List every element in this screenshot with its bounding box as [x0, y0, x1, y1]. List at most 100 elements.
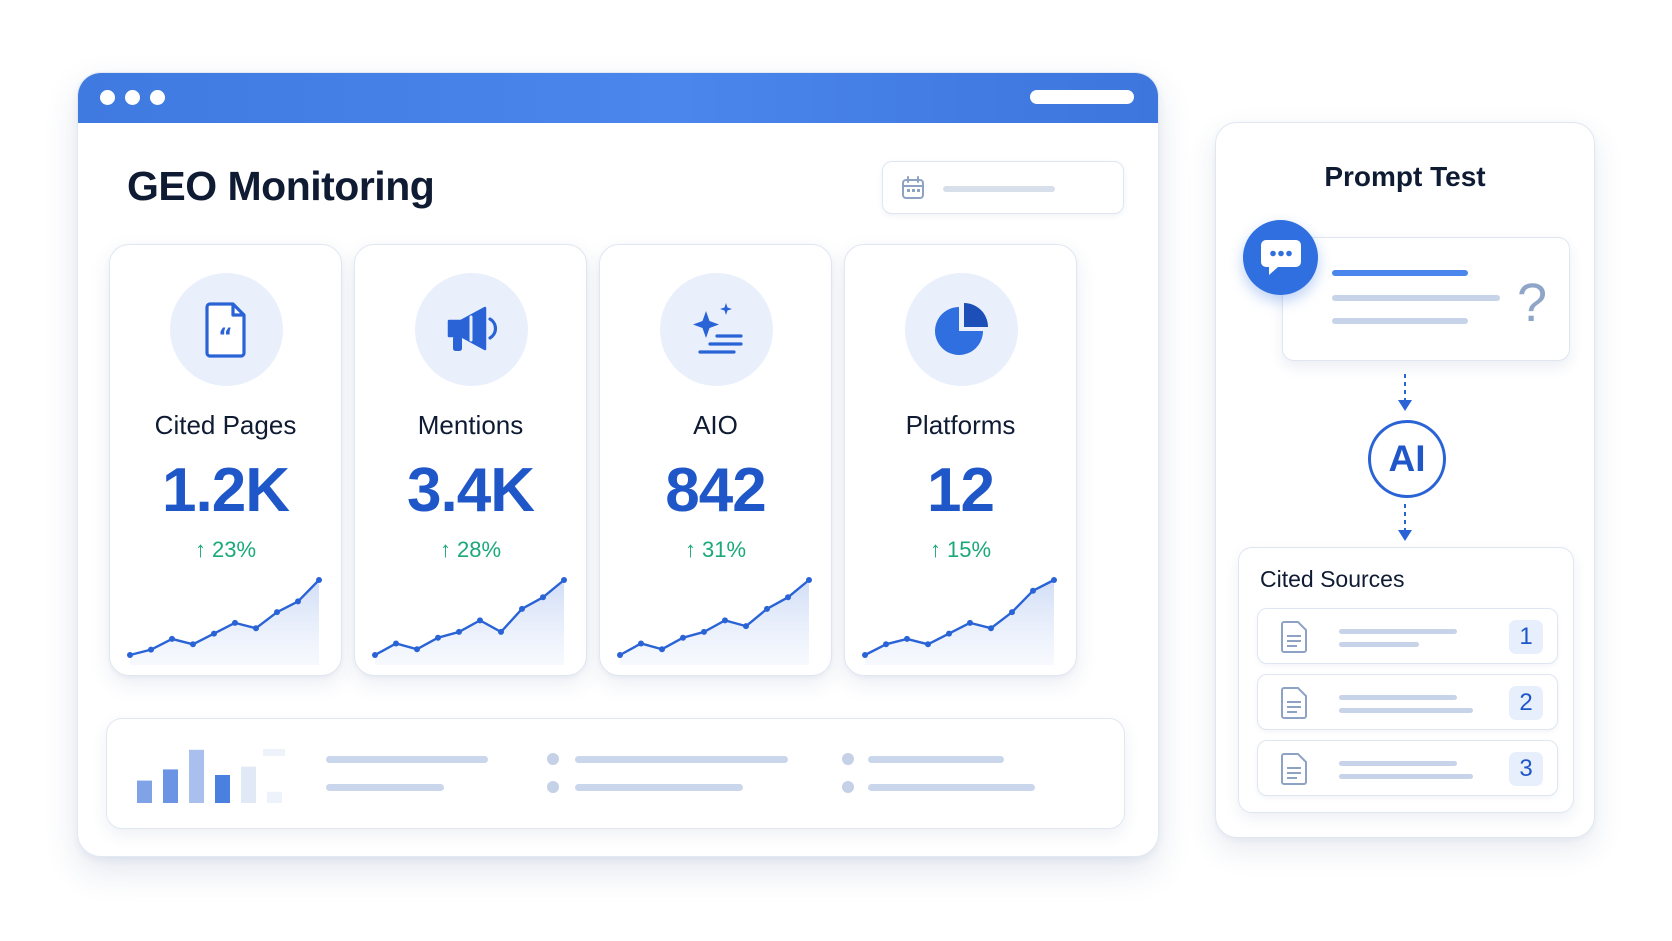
sparkline-point — [519, 605, 525, 612]
sparkline-area — [130, 580, 319, 665]
mini-bar-chart — [137, 749, 285, 803]
document-icon — [1281, 687, 1307, 719]
sparkline-point — [1030, 587, 1036, 594]
sparkline-line — [619, 579, 810, 657]
kpi-card-aio[interactable]: AIO 842 ↑ 31% — [599, 244, 832, 676]
megaphone-icon — [447, 306, 497, 351]
titlebar-address-bar[interactable] — [1030, 90, 1134, 104]
sparkline-point — [393, 640, 399, 647]
sparkline-point — [946, 630, 952, 637]
window-titlebar — [78, 73, 1158, 123]
sparkline-point — [456, 628, 462, 635]
ai-model-node: AI — [1368, 420, 1446, 498]
sparkline-point — [498, 628, 504, 635]
chat-bubble-badge[interactable] — [1243, 220, 1318, 295]
kpi-sparkline — [862, 577, 1057, 665]
sparkline-point — [722, 617, 728, 624]
sparkline-point — [190, 641, 196, 648]
kpi-card-platforms[interactable]: Platforms 12 ↑ 15% — [844, 244, 1077, 676]
sparkline-point — [988, 625, 994, 632]
arrow-down-icon — [1398, 504, 1412, 541]
mini-bar — [215, 775, 230, 803]
summary-placeholder-line — [868, 756, 1004, 763]
source-url-line — [1339, 774, 1473, 779]
sparkline-point — [785, 594, 791, 601]
sparkline-point — [561, 577, 567, 583]
sparkline-area — [375, 580, 564, 665]
sparkline-point — [967, 619, 973, 626]
svg-text:“: “ — [218, 325, 232, 350]
sparkline-point — [232, 619, 238, 626]
kpi-delta: ↑ 15% — [845, 537, 1076, 563]
kpi-delta-value: 31% — [701, 537, 747, 562]
ai-label: AI — [1388, 438, 1426, 479]
prompt-text-line — [1332, 295, 1500, 301]
kpi-label: Cited Pages — [154, 410, 297, 440]
sparkline-line — [864, 578, 1055, 657]
mini-bar-cap — [263, 749, 285, 756]
date-range-picker[interactable] — [882, 161, 1124, 214]
mini-bar — [189, 749, 204, 803]
quote-document-icon: “ — [205, 302, 246, 358]
kpi-card-cited-pages[interactable]: “ Cited Pages 1.2K ↑ 23% — [109, 244, 342, 676]
kpi-value: 842 — [665, 456, 766, 525]
pie-chart-icon — [935, 303, 988, 355]
sparkline-point — [253, 625, 259, 632]
kpi-icon-badge — [415, 273, 528, 386]
document-icon — [1281, 621, 1307, 653]
sparkline-point — [617, 652, 623, 658]
source-title-line — [1339, 695, 1457, 700]
prompt-test-panel: Prompt Test ? AI Cited Sources — [1215, 122, 1595, 838]
kpi-delta-value: 28% — [456, 537, 502, 562]
cited-source-row[interactable]: 2 — [1257, 674, 1558, 730]
calendar-icon — [902, 176, 924, 199]
arrow-down-icon — [1398, 374, 1412, 411]
source-number-badge: 3 — [1509, 752, 1543, 786]
kpi-delta: ↑ 31% — [600, 537, 831, 563]
sparkle-list-icon — [693, 303, 743, 354]
window-control-dot[interactable] — [150, 90, 165, 105]
kpi-delta: ↑ 23% — [110, 537, 341, 563]
kpi-label: Platforms — [905, 410, 1016, 440]
window-control-dot[interactable] — [100, 90, 115, 105]
kpi-label: Mentions — [417, 410, 524, 440]
source-number-badge: 1 — [1509, 620, 1543, 654]
sparkline-point — [904, 635, 910, 642]
summary-placeholder-line — [575, 784, 743, 791]
sparkline-point — [701, 628, 707, 635]
cited-sources-card: Cited Sources 1 2 — [1238, 547, 1574, 813]
summary-placeholder-line — [326, 784, 444, 791]
kpi-sparkline — [127, 577, 322, 665]
kpi-icon-badge — [660, 273, 773, 386]
sparkline-point — [743, 623, 749, 630]
sparkline-point — [883, 641, 889, 648]
sparkline-point — [435, 634, 441, 641]
summary-bullet — [842, 781, 854, 793]
kpi-card-mentions[interactable]: Mentions 3.4K ↑ 28% — [354, 244, 587, 676]
mini-bar — [137, 780, 152, 803]
kpi-label: AIO — [693, 410, 738, 440]
sparkline-point — [764, 605, 770, 612]
prompt-text-line — [1332, 270, 1468, 276]
arrow-up-icon: ↑ — [684, 537, 696, 562]
summary-bullet — [547, 753, 559, 765]
kpi-value: 3.4K — [407, 456, 535, 525]
cited-source-row[interactable]: 1 — [1257, 608, 1558, 664]
kpi-sparkline — [372, 577, 567, 665]
summary-placeholder-line — [575, 756, 788, 763]
summary-bullet — [547, 781, 559, 793]
prompt-card[interactable]: ? — [1282, 237, 1570, 361]
window-control-dot[interactable] — [125, 90, 140, 105]
kpi-value: 12 — [927, 456, 995, 525]
sparkline-point — [638, 640, 644, 647]
source-title-line — [1339, 761, 1457, 766]
cited-sources-title: Cited Sources — [1260, 566, 1405, 592]
kpi-delta-value: 15% — [946, 537, 992, 562]
cited-source-row[interactable]: 3 — [1257, 740, 1558, 796]
summary-panel — [106, 718, 1125, 829]
mini-bar — [163, 769, 178, 803]
arrow-up-icon: ↑ — [194, 537, 206, 562]
sparkline-point — [925, 641, 931, 648]
kpi-sparkline — [617, 577, 812, 665]
page-title: GEO Monitoring — [127, 163, 435, 209]
